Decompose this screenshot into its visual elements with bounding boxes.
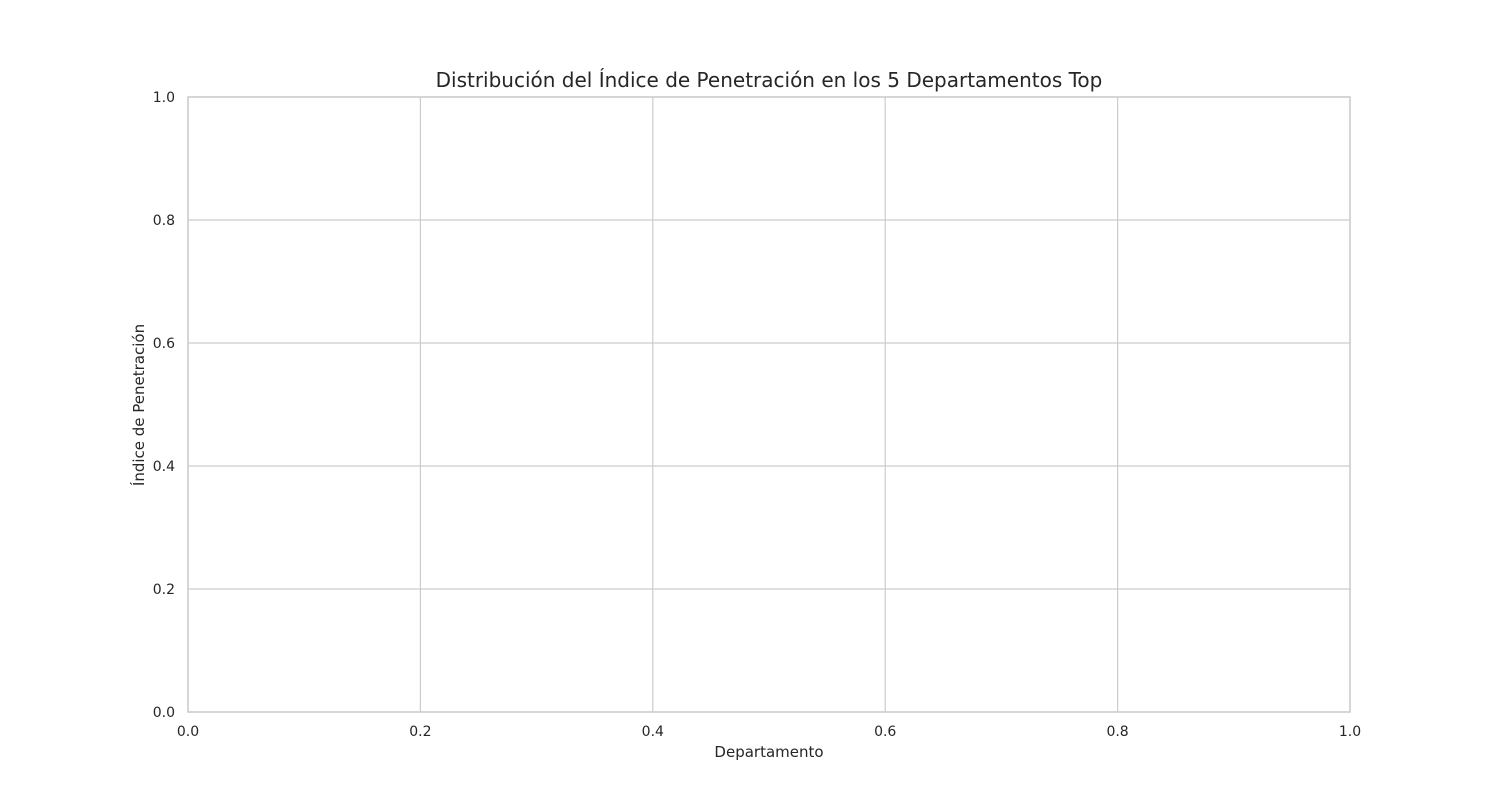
y-tick-labels: 0.0 0.2 0.4 0.6 0.8 1.0 [153,90,175,721]
x-tick-label: 0.8 [1106,724,1128,740]
x-tick-label: 0.6 [874,724,896,740]
y-tick-label: 0.4 [153,459,175,475]
grid-lines [187,96,1351,713]
x-tick-labels: 0.0 0.2 0.4 0.6 0.8 1.0 [177,724,1361,740]
x-tick-label: 1.0 [1339,724,1361,740]
x-tick-label: 0.0 [177,724,199,740]
y-tick-label: 0.6 [153,336,175,352]
y-tick-label: 0.2 [153,582,175,598]
x-tick-label: 0.2 [409,724,431,740]
chart-title: Distribución del Índice de Penetración e… [436,68,1103,92]
y-tick-label: 0.8 [153,213,175,229]
plot-frame [187,96,1351,713]
y-tick-label: 0.0 [153,705,175,721]
x-axis-label: Departamento [714,743,823,761]
y-axis-label: Índice de Penetración [129,324,148,486]
y-tick-label: 1.0 [153,90,175,106]
x-tick-label: 0.4 [642,724,664,740]
